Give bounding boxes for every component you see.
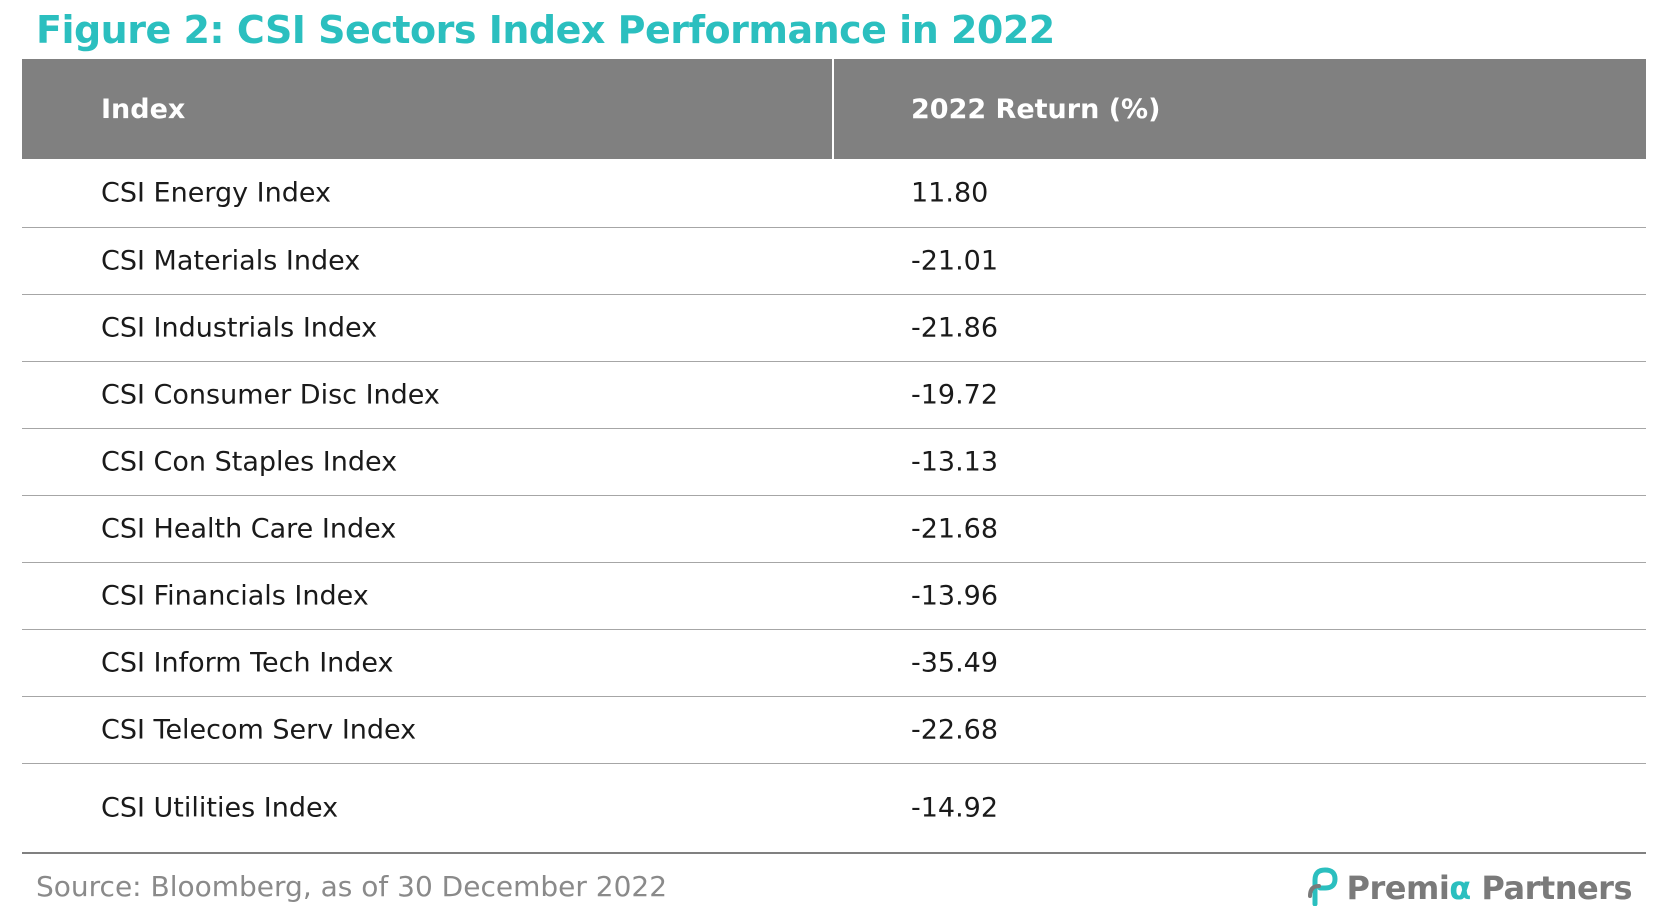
- logo-text: Premiα Partners: [1346, 869, 1633, 907]
- index-name: CSI Energy Index: [101, 177, 331, 209]
- table-header: Index 2022 Return (%): [22, 59, 1646, 159]
- premia-partners-logo: Premiα Partners: [1307, 866, 1633, 911]
- source-note: Source: Bloomberg, as of 30 December 202…: [36, 870, 668, 903]
- return-value: -21.68: [911, 513, 999, 545]
- table-row: CSI Consumer Disc Index -19.72: [22, 362, 1646, 429]
- data-table: Index 2022 Return (%) CSI Energy Index 1…: [22, 59, 1646, 854]
- figure-title: Figure 2: CSI Sectors Index Performance …: [36, 8, 1055, 52]
- index-name: CSI Industrials Index: [101, 312, 378, 344]
- index-name: CSI Consumer Disc Index: [101, 379, 440, 411]
- index-name: CSI Telecom Serv Index: [101, 714, 417, 746]
- return-value: -13.13: [911, 446, 999, 478]
- header-divider: [832, 59, 834, 159]
- return-value: -19.72: [911, 379, 999, 411]
- header-return: 2022 Return (%): [911, 93, 1161, 125]
- return-value: -35.49: [911, 647, 999, 679]
- return-value: -14.92: [911, 792, 999, 824]
- table-row: CSI Energy Index 11.80: [22, 159, 1646, 228]
- header-index: Index: [101, 93, 186, 125]
- table-row: CSI Financials Index -13.96: [22, 563, 1646, 630]
- table-row: CSI Inform Tech Index -35.49: [22, 630, 1646, 697]
- index-name: CSI Inform Tech Index: [101, 647, 394, 679]
- index-name: CSI Utilities Index: [101, 792, 339, 824]
- index-name: CSI Health Care Index: [101, 513, 397, 545]
- return-value: -13.96: [911, 580, 999, 612]
- return-value: -21.86: [911, 312, 999, 344]
- table-row: CSI Con Staples Index -13.13: [22, 429, 1646, 496]
- table-row: CSI Telecom Serv Index -22.68: [22, 697, 1646, 764]
- premia-partners-logo-icon: [1307, 866, 1341, 911]
- return-value: -21.01: [911, 245, 999, 277]
- index-name: CSI Con Staples Index: [101, 446, 398, 478]
- table-row: CSI Utilities Index -14.92: [22, 764, 1646, 854]
- return-value: -22.68: [911, 714, 999, 746]
- table-row: CSI Industrials Index -21.86: [22, 295, 1646, 362]
- index-name: CSI Materials Index: [101, 245, 361, 277]
- table-row: CSI Materials Index -21.01: [22, 228, 1646, 295]
- index-name: CSI Financials Index: [101, 580, 369, 612]
- return-value: 11.80: [911, 177, 989, 209]
- table-row: CSI Health Care Index -21.68: [22, 496, 1646, 563]
